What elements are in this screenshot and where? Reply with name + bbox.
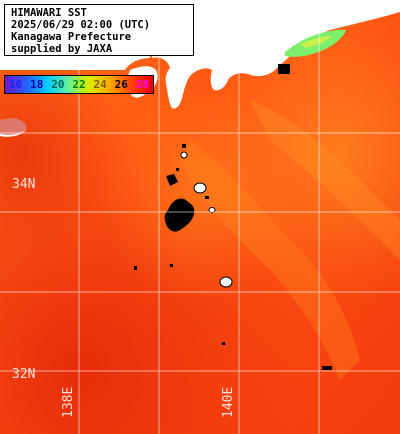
cloud-patch-north: [166, 174, 178, 186]
coastal-cool-water-2: [300, 36, 332, 48]
cloud-dot-8: [222, 342, 225, 345]
cloud-dot-5: [205, 196, 209, 199]
land-honshu-coast: [150, 0, 400, 80]
title-line-1: HIMAWARI SST: [11, 7, 87, 19]
legend-value-26: 26: [114, 78, 128, 91]
land-izu-peninsula: [165, 67, 190, 109]
cool-current-band-2: [250, 100, 400, 260]
cloud-dot-4: [170, 264, 173, 267]
island-small-2: [180, 151, 188, 159]
cloud-dot-6: [278, 64, 290, 74]
cloud-dot-1: [182, 144, 186, 148]
lat-label-34n: 34N: [12, 177, 36, 192]
legend-value-24: 24: [93, 78, 107, 91]
title-box: HIMAWARI SST 2025/06/29 02:00 (UTC) Kana…: [4, 4, 194, 56]
cloud-dot-7: [322, 366, 332, 370]
cloud-dot-2: [176, 168, 179, 171]
legend-value-22: 22: [72, 78, 86, 91]
title-line-3: Kanagawa Prefecture: [11, 31, 132, 43]
cloud-dot-3: [134, 266, 137, 270]
lat-label-32n: 32N: [12, 367, 36, 382]
lon-label-138e: 138E: [61, 386, 76, 418]
legend-value-20: 20: [51, 78, 65, 91]
cloud-patch-main: [164, 198, 195, 232]
lon-label-140e: 140E: [221, 386, 236, 418]
title-line-2: 2025/06/29 02:00 (UTC): [11, 19, 151, 31]
legend-value-28: 28: [135, 78, 150, 91]
legend-value-16: 16: [8, 78, 23, 91]
land-boso: [210, 70, 228, 91]
legend-value-18: 18: [30, 78, 44, 91]
title-line-4: supplied by JAXA: [11, 43, 113, 55]
island-miyake: [219, 276, 233, 288]
hot-patch-west: [0, 118, 27, 135]
cool-current-band: [180, 140, 360, 380]
island-oshima: [193, 182, 207, 194]
temperature-legend: 16 18 20 22 24 26 28: [4, 75, 154, 94]
